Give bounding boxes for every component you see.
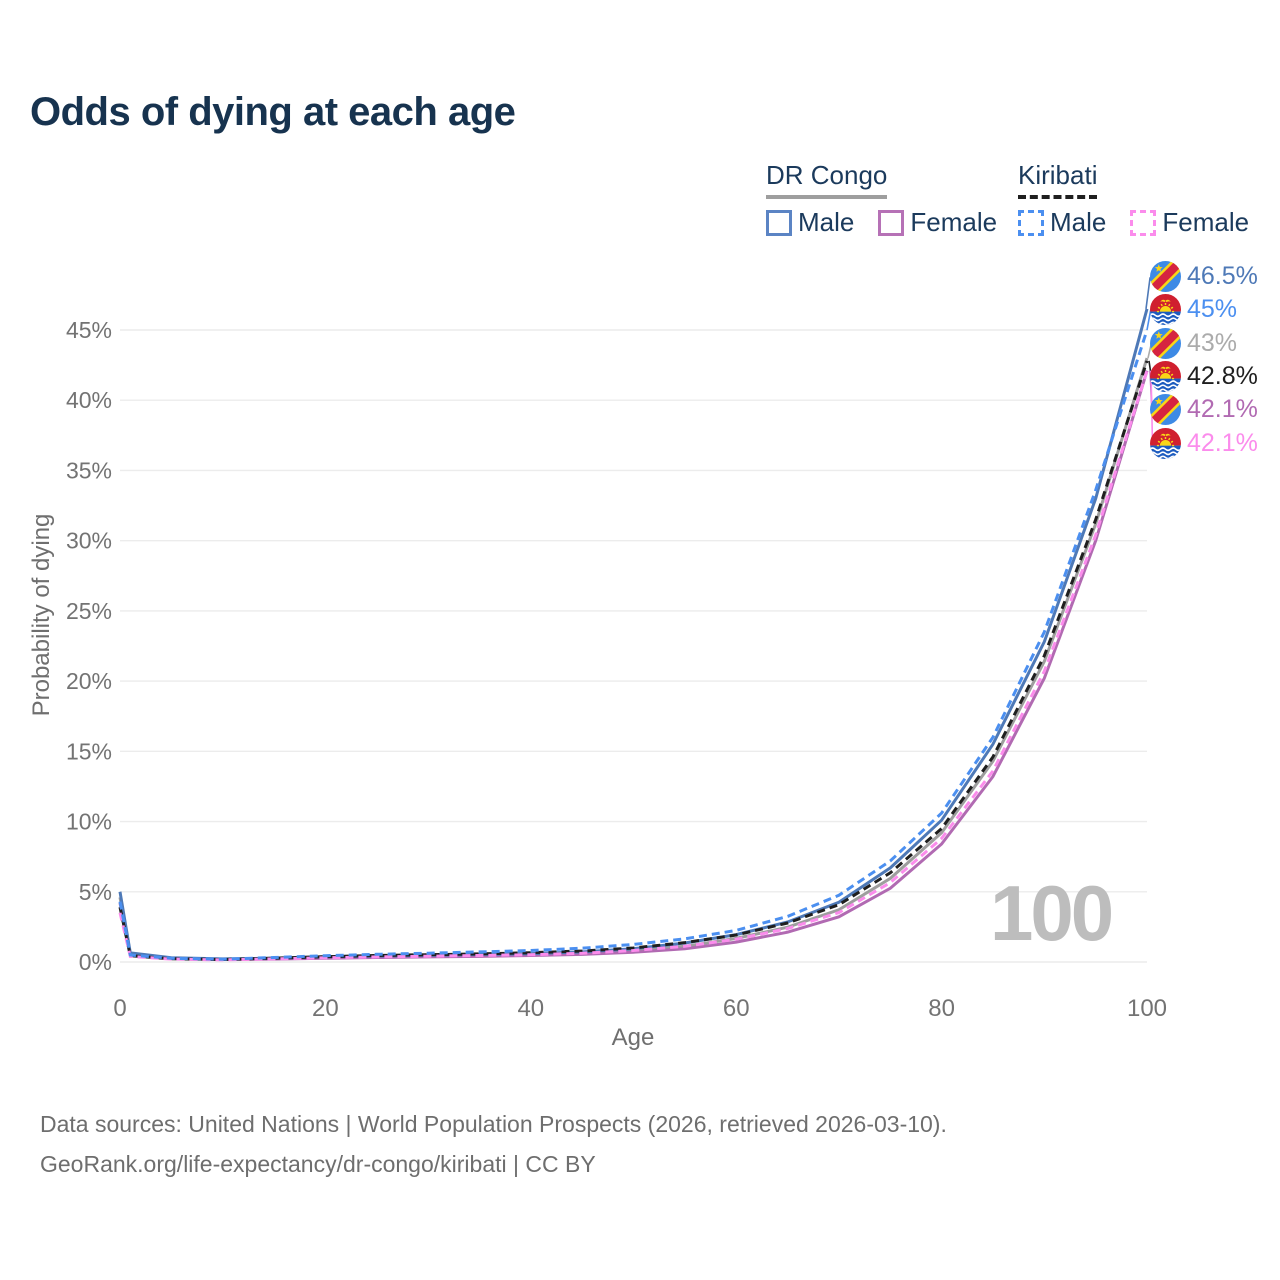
x-axis-title: Age — [611, 1024, 655, 1051]
end-label-kir-male: 45% — [1150, 294, 1237, 325]
y-tick-label: 10% — [66, 809, 112, 835]
end-label-drc-male: 46.5% — [1150, 261, 1258, 292]
end-value: 45% — [1187, 295, 1238, 323]
y-tick-label: 0% — [79, 949, 112, 975]
dr-congo-flag-icon — [1150, 261, 1181, 292]
y-tick-label: 35% — [66, 457, 112, 483]
legend-toggle-drc-male[interactable]: Male — [766, 207, 854, 238]
attribution-line: GeoRank.org/life-expectancy/dr-congo/kir… — [40, 1151, 596, 1177]
y-tick-label: 45% — [66, 317, 112, 343]
kiribati-flag-icon — [1150, 361, 1181, 392]
end-label-drc-both: 43% — [1150, 328, 1237, 359]
legend-header-dr-congo[interactable]: DR Congo — [766, 160, 888, 199]
legend-group-kiribati: Kiribati Male Female — [1018, 160, 1249, 238]
x-tick-label: 0 — [113, 995, 126, 1022]
x-tick-label: 40 — [517, 995, 544, 1022]
y-tick-label: 30% — [66, 528, 112, 554]
dr-congo-flag-icon — [1150, 328, 1181, 359]
legend-group-dr-congo: DR Congo Male Female — [766, 160, 997, 238]
legend-label: Female — [1162, 207, 1250, 237]
end-label-drc-female: 42.1% — [1150, 394, 1258, 425]
end-value: 43% — [1187, 329, 1238, 357]
end-label-kir-female: 42.1% — [1150, 428, 1258, 459]
kiribati-flag-icon — [1150, 294, 1181, 325]
y-tick-label: 15% — [66, 738, 112, 764]
footer: Data sources: United Nations | World Pop… — [40, 1104, 947, 1184]
x-tick-label: 60 — [723, 995, 750, 1022]
y-tick-label: 25% — [66, 598, 112, 624]
legend-toggle-kir-female[interactable]: Female — [1130, 207, 1249, 238]
kiribati-flag-icon — [1150, 428, 1181, 459]
legend-toggle-drc-female[interactable]: Female — [878, 207, 997, 238]
x-tick-label: 80 — [928, 995, 955, 1022]
legend-label: Male — [798, 207, 855, 237]
age-frame-watermark: 100 — [990, 869, 1114, 957]
checkbox-drc-female[interactable] — [878, 209, 905, 236]
series-line-dr-congo-male[interactable] — [118, 308, 1149, 961]
y-tick-label: 20% — [66, 668, 112, 694]
legend-label: Male — [1050, 207, 1107, 237]
end-value: 42.8% — [1187, 362, 1258, 390]
legend-toggle-kir-male[interactable]: Male — [1018, 207, 1106, 238]
series-line-kiribati-male[interactable] — [118, 329, 1149, 961]
page-title: Odds of dying at each age — [30, 90, 516, 134]
end-label-kir-both: 42.8% — [1150, 361, 1258, 392]
end-value: 42.1% — [1187, 429, 1258, 457]
legend-header-kiribati[interactable]: Kiribati — [1018, 160, 1098, 199]
dr-congo-flag-icon — [1150, 394, 1181, 425]
y-tick-label: 40% — [66, 387, 112, 413]
series-line-kiribati[interactable] — [118, 360, 1149, 962]
y-tick-label: 5% — [79, 879, 112, 905]
end-value: 46.5% — [1187, 262, 1258, 290]
x-tick-label: 100 — [1127, 995, 1167, 1022]
end-value: 42.1% — [1187, 395, 1258, 423]
checkbox-drc-male[interactable] — [766, 209, 792, 236]
data-source-line: Data sources: United Nations | World Pop… — [40, 1111, 947, 1137]
legend-label: Female — [910, 207, 998, 237]
x-tick-label: 20 — [312, 995, 339, 1022]
checkbox-kir-female[interactable] — [1130, 209, 1157, 236]
y-axis-title: Probability of dying — [28, 513, 55, 717]
checkbox-kir-male[interactable] — [1018, 209, 1044, 236]
